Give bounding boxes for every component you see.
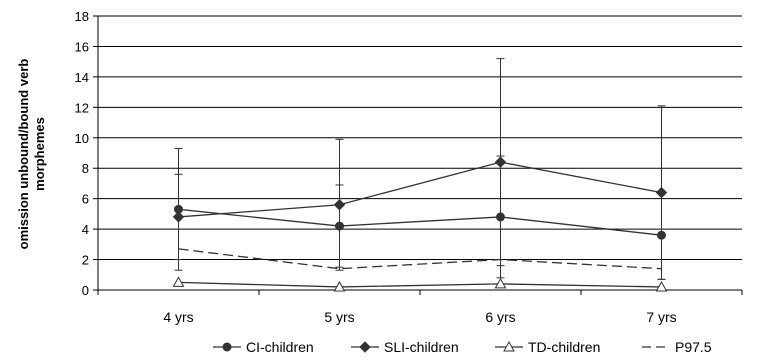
x-axis-ticks: 4 yrs 5 yrs 6 yrs 7 yrs bbox=[97, 290, 743, 325]
data-point-ci-children bbox=[496, 212, 505, 222]
data-point-td-children bbox=[655, 280, 668, 292]
y-tick-label: 6 bbox=[82, 192, 89, 207]
legend-label-sli-children: SLI-children bbox=[384, 339, 459, 355]
y-tick-label: 8 bbox=[82, 161, 89, 176]
data-point-sli-children bbox=[333, 199, 346, 211]
y-axis-ticks: 0 2 4 6 8 10 12 14 16 18 bbox=[75, 9, 98, 298]
x-tick-label: 7 yrs bbox=[646, 309, 676, 325]
y-axis-title-line1: omission unbound/bound verb bbox=[16, 59, 31, 250]
legend-label-p97-5: P97.5 bbox=[675, 339, 712, 355]
series-line-ci-children bbox=[178, 208, 662, 236]
legend-label-td-children: TD-children bbox=[528, 339, 600, 355]
y-tick-label: 16 bbox=[75, 39, 89, 54]
legend-marker-sli-children bbox=[359, 341, 371, 353]
series-line-sli-children bbox=[178, 161, 662, 218]
y-tick-label: 18 bbox=[75, 9, 89, 24]
y-axis-title-line2: morphemes bbox=[32, 117, 47, 191]
data-point-ci-children bbox=[335, 221, 344, 231]
legend-label-ci-children: CI-children bbox=[246, 339, 314, 355]
legend-marker-ci-children bbox=[222, 342, 232, 352]
data-point-td-children bbox=[333, 280, 346, 292]
y-tick-label: 4 bbox=[82, 222, 89, 237]
data-point-sli-children bbox=[172, 211, 185, 223]
data-point-sli-children bbox=[655, 186, 668, 199]
x-tick-label: 6 yrs bbox=[485, 309, 515, 325]
series-line-td-children bbox=[178, 281, 662, 288]
data-point-ci-children bbox=[657, 230, 666, 240]
grid-lines bbox=[98, 15, 742, 261]
y-tick-label: 2 bbox=[82, 253, 89, 268]
data-point-td-children bbox=[172, 276, 185, 287]
x-tick-label: 5 yrs bbox=[324, 309, 354, 325]
legend-marker-td-children bbox=[503, 340, 515, 352]
error-bars bbox=[174, 58, 666, 280]
series-lines bbox=[178, 161, 662, 288]
y-tick-label: 14 bbox=[75, 70, 89, 85]
y-tick-label: 10 bbox=[75, 131, 89, 146]
y-tick-label: 0 bbox=[82, 283, 89, 298]
series-markers bbox=[172, 156, 668, 292]
y-tick-label: 12 bbox=[75, 100, 89, 115]
legend: CI-children SLI-children TD-children P97.5 bbox=[213, 339, 712, 355]
data-point-td-children bbox=[494, 277, 507, 289]
series-line-p97-5 bbox=[178, 248, 662, 270]
data-point-sli-children bbox=[494, 156, 507, 168]
x-tick-label: 4 yrs bbox=[163, 309, 193, 325]
axes bbox=[97, 16, 742, 291]
